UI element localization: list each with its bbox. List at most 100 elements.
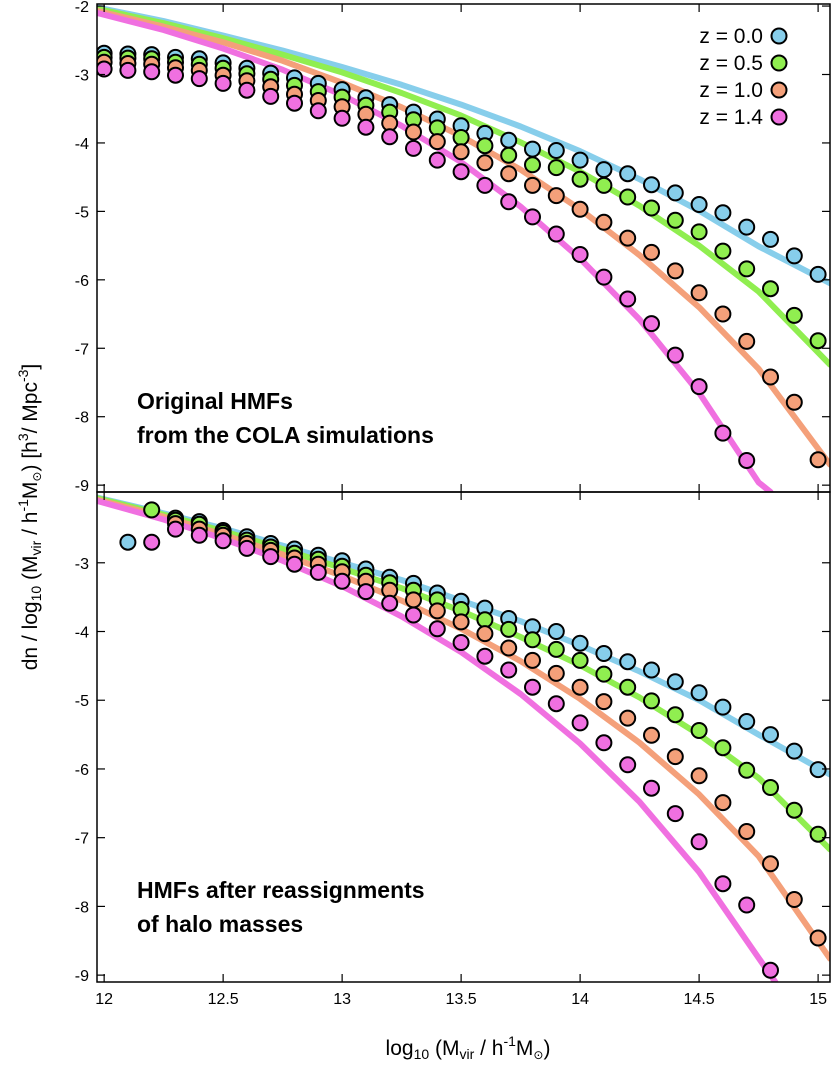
top-point-z1.4-8 [286,94,303,112]
top-point-z0.0-20 [571,151,589,169]
bottom-point-z1.4-1 [167,520,184,538]
bottom-point-z1.0-24 [738,823,756,840]
top-point-z1.4-19 [547,225,565,243]
top-point-z1.4-15 [452,163,470,181]
top-point-z1.0-22 [619,229,637,247]
top-point-z0.0-24 [666,184,684,202]
top-point-z1.4-23 [643,315,660,333]
bottom-point-z1.4-18 [571,714,589,732]
top-point-z0.0-25 [690,196,708,213]
bottom-y-tick-label: -7 [75,831,89,848]
bottom-x-tick-label: 14.5 [684,991,715,1008]
bottom-point-z0.0-17 [547,623,565,640]
top-point-z1.4-27 [738,452,756,469]
top-point-z0.5-27 [738,260,756,278]
bottom-point-z1.0-15 [524,651,541,669]
top-point-z1.4-20 [571,246,589,263]
top-point-z1.0-27 [738,332,756,350]
top-point-z1.0-21 [595,213,613,231]
bottom-x-tick-label: 12 [95,991,113,1008]
bottom-point-z1.4-7 [309,563,327,581]
bottom-point-z0.0-19 [595,645,613,662]
top-annotation-line-1: Original HMFs [137,388,293,414]
top-point-z0.5-15 [452,129,470,146]
bottom-point-z0.5-23 [690,722,708,739]
bottom-fit-curve-z1.4 [97,497,779,982]
legend-marker-z0.5 [770,54,788,72]
top-point-z1.0-26 [714,305,732,323]
bottom-point-z1.4-26 [762,961,779,979]
top-point-z0.5-19 [547,159,565,177]
top-point-z0.0-28 [762,230,779,248]
top-x-ticks [103,4,819,492]
top-y-tick-label: -4 [75,136,89,153]
top-point-z0.0-17 [500,131,518,149]
bottom-point-z1.4-5 [262,548,280,566]
bottom-point-z0.0-0 [119,533,137,551]
top-point-z1.0-23 [643,243,660,261]
bottom-point-z0.5-15 [500,620,518,638]
top-y-tick-label: -3 [75,67,89,84]
bottom-y-tick-label: -9 [75,968,89,985]
x-axis-label: log10 (Mvir / h-1M⊙) [386,1033,551,1062]
bottom-point-z0.5-0 [143,501,161,519]
top-point-z1.4-1 [119,61,137,79]
bottom-y-tick-label: -4 [75,625,89,642]
bottom-point-z1.0-22 [690,767,708,785]
bottom-point-z1.4-19 [595,734,613,752]
bottom-point-z0.5-18 [571,651,589,669]
top-point-z1.4-11 [357,118,375,136]
bottom-point-z1.4-3 [214,532,232,550]
bottom-point-z1.0-14 [500,639,518,657]
top-point-z1.0-17 [500,165,518,183]
bottom-point-z1.4-11 [405,606,422,624]
top-point-z1.0-15 [452,143,470,161]
bottom-point-z1.0-12 [452,613,470,631]
top-point-z1.4-7 [262,87,280,105]
top-point-z0.0-21 [595,161,613,179]
bottom-point-z1.0-25 [762,855,779,873]
top-point-z0.0-22 [619,165,637,183]
bottom-point-z0.5-21 [643,692,660,710]
top-point-z1.4-17 [500,193,518,211]
bottom-point-z1.0-19 [619,709,637,727]
bottom-point-z1.0-13 [476,625,494,643]
top-data-points [97,44,827,469]
top-y-tick-label: -9 [75,478,89,495]
legend-label-z1.0: z = 1.0 [699,79,763,102]
bottom-point-z1.4-24 [714,875,732,893]
top-point-z0.0-23 [643,176,660,194]
top-point-z1.0-19 [547,187,565,205]
top-point-z1.0-13 [405,123,422,141]
bottom-point-z0.0-23 [690,684,708,702]
bottom-point-z1.0-26 [785,891,803,908]
bottom-point-z0.5-19 [595,665,613,683]
bottom-panel: 12 12.5 13 13.5 14 14.5 15 -3 -4 -5 -6 -7 -8 -9 HMFs… [75,491,831,1008]
legend-label-z1.4: z = 1.4 [699,106,763,129]
top-point-z1.4-26 [714,424,732,442]
bottom-annotation-line-1: HMFs after reassignments [137,877,425,903]
top-point-z1.4-22 [619,290,637,308]
top-panel: -2-3-4-5-6-7-8-9 z = 0.0z = 0.5z = 1.0z … [75,0,831,495]
bottom-x-tick-label: 14 [571,991,589,1008]
bottom-point-z0.0-28 [809,761,827,779]
bottom-point-z1.0-27 [809,929,827,947]
bottom-point-z1.4-23 [690,833,708,851]
bottom-point-z1.4-17 [547,695,565,713]
top-point-z1.4-6 [238,81,256,99]
top-point-z0.0-18 [524,140,541,158]
bottom-point-z1.4-22 [666,805,684,823]
bottom-point-z1.0-18 [595,693,613,711]
bottom-y-tick-label: -8 [75,899,89,916]
bottom-point-z1.4-10 [381,594,399,612]
bottom-point-z1.4-21 [643,779,660,797]
top-point-z0.5-24 [666,211,684,229]
y-axis-label: dn / log10 (Mvir / h-1M⊙) [h3/ Mpc-3] [15,364,44,671]
bottom-point-z0.0-25 [738,713,756,730]
bottom-x-tick-label: 12.5 [208,991,239,1008]
top-point-z0.5-28 [762,280,779,298]
top-y-tick-label: -7 [75,341,89,358]
top-point-z1.4-9 [309,102,327,120]
legend-marker-z1.0 [770,81,788,99]
top-point-z1.0-29 [785,393,803,411]
